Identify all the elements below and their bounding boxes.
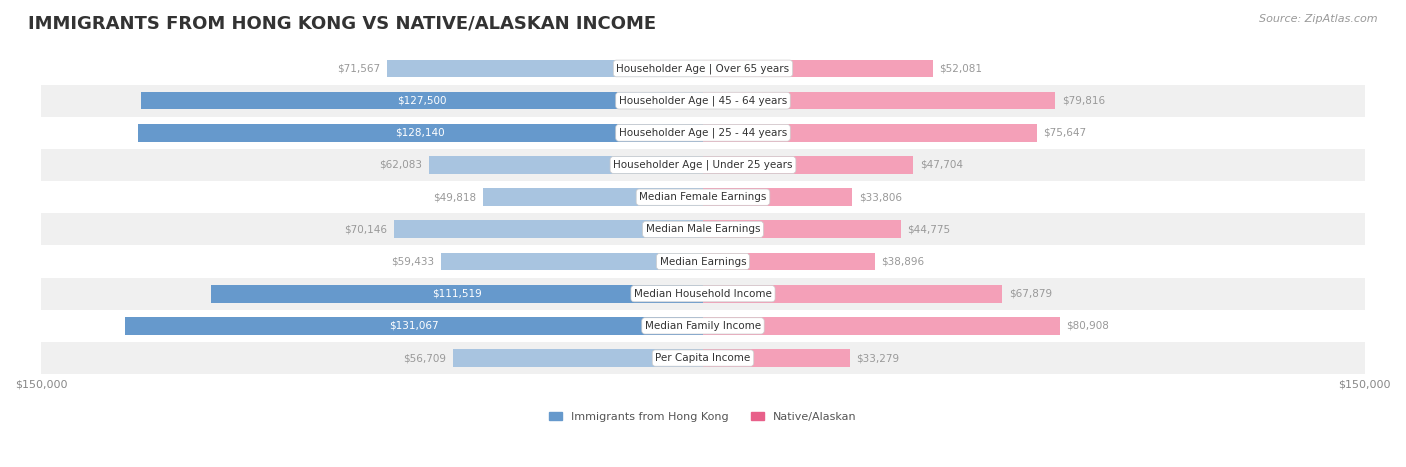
Text: Source: ZipAtlas.com: Source: ZipAtlas.com [1260,14,1378,24]
Text: $127,500: $127,500 [396,96,447,106]
Legend: Immigrants from Hong Kong, Native/Alaskan: Immigrants from Hong Kong, Native/Alaska… [544,408,862,426]
Bar [429,156,703,174]
Text: Median Earnings: Median Earnings [659,256,747,267]
Text: $131,067: $131,067 [389,321,439,331]
Bar [703,92,1054,109]
Text: $128,140: $128,140 [395,128,446,138]
Text: $70,146: $70,146 [344,224,387,234]
Bar [41,213,1365,246]
Bar [41,277,1365,310]
Text: $62,083: $62,083 [380,160,422,170]
Bar [453,349,703,367]
Text: $52,081: $52,081 [939,64,983,73]
Text: $49,818: $49,818 [433,192,477,202]
Bar [41,117,1365,149]
Text: $111,519: $111,519 [432,289,482,299]
Text: $75,647: $75,647 [1043,128,1087,138]
Text: Householder Age | Over 65 years: Householder Age | Over 65 years [616,63,790,74]
Text: Median Male Earnings: Median Male Earnings [645,224,761,234]
Bar [703,349,849,367]
Text: IMMIGRANTS FROM HONG KONG VS NATIVE/ALASKAN INCOME: IMMIGRANTS FROM HONG KONG VS NATIVE/ALAS… [28,14,657,32]
Text: $33,806: $33,806 [859,192,901,202]
Text: $38,896: $38,896 [882,256,924,267]
Bar [703,156,914,174]
Bar [211,285,703,303]
Text: Median Female Earnings: Median Female Earnings [640,192,766,202]
Bar [41,149,1365,181]
Text: $80,908: $80,908 [1067,321,1109,331]
Bar [141,92,703,109]
Text: Householder Age | 45 - 64 years: Householder Age | 45 - 64 years [619,95,787,106]
Text: $79,816: $79,816 [1062,96,1105,106]
Text: Householder Age | Under 25 years: Householder Age | Under 25 years [613,160,793,170]
Text: $47,704: $47,704 [920,160,963,170]
Bar [441,253,703,270]
Bar [41,342,1365,374]
Text: $71,567: $71,567 [337,64,381,73]
Text: $44,775: $44,775 [907,224,950,234]
Bar [41,181,1365,213]
Text: $67,879: $67,879 [1010,289,1052,299]
Bar [41,246,1365,277]
Bar [484,188,703,206]
Bar [703,253,875,270]
Text: Median Household Income: Median Household Income [634,289,772,299]
Text: Median Family Income: Median Family Income [645,321,761,331]
Text: $59,433: $59,433 [391,256,434,267]
Bar [394,220,703,238]
Text: Per Capita Income: Per Capita Income [655,353,751,363]
Bar [703,220,900,238]
Bar [703,285,1002,303]
Text: Householder Age | 25 - 44 years: Householder Age | 25 - 44 years [619,127,787,138]
Text: $33,279: $33,279 [856,353,900,363]
Bar [41,85,1365,117]
Bar [703,317,1060,335]
Bar [125,317,703,335]
Bar [138,124,703,142]
Bar [703,60,932,78]
Bar [41,52,1365,85]
Text: $56,709: $56,709 [404,353,446,363]
Bar [703,124,1036,142]
Bar [703,188,852,206]
Bar [41,310,1365,342]
Bar [387,60,703,78]
